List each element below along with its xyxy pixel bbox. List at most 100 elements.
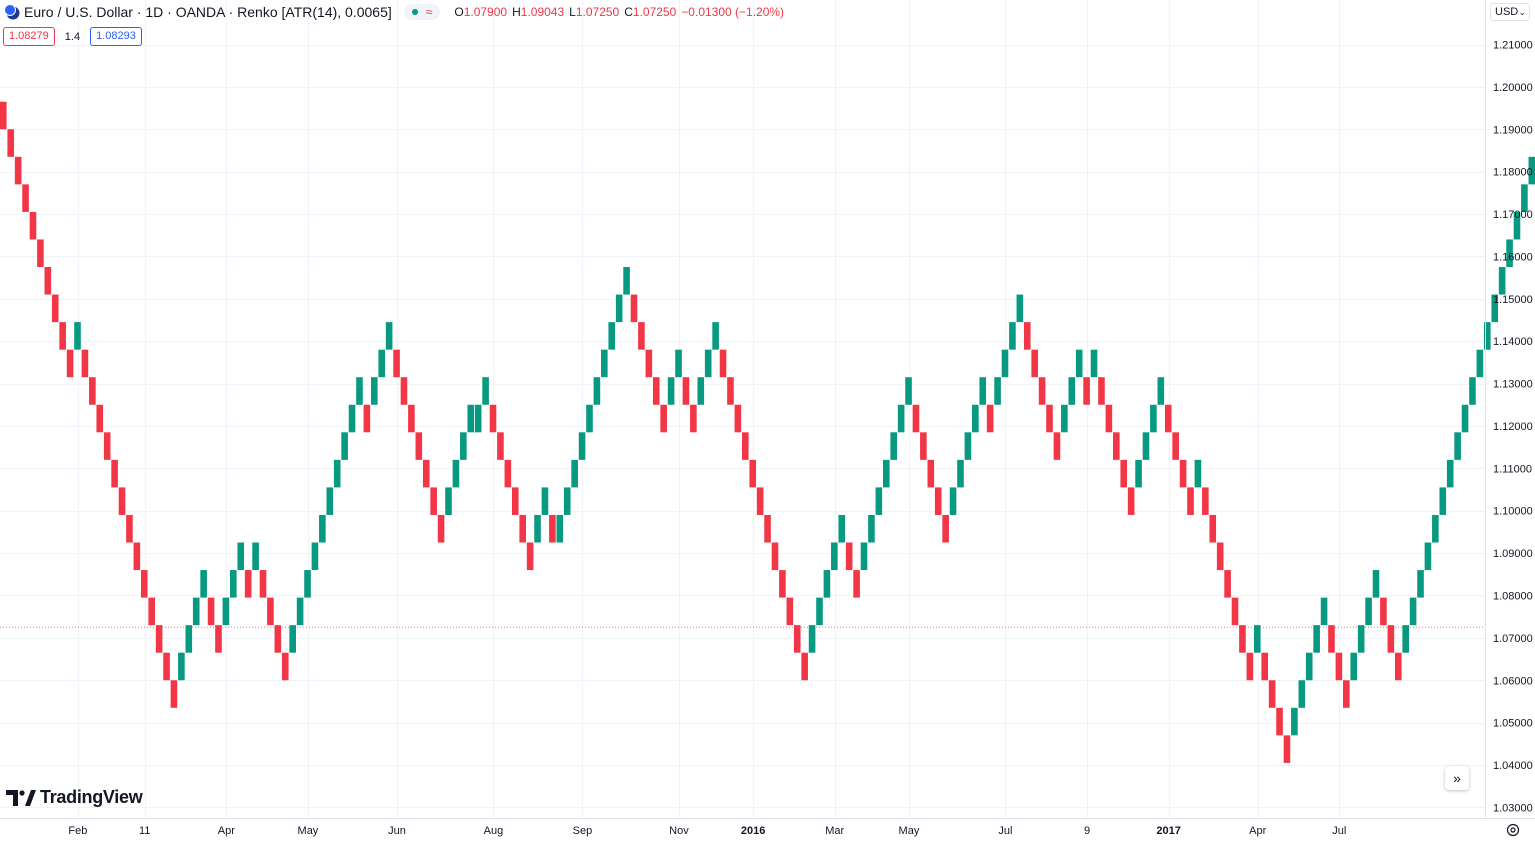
renko-brick-up [875, 487, 883, 515]
renko-brick-up [831, 542, 838, 571]
renko-brick-up [623, 267, 630, 295]
renko-brick-down [96, 404, 104, 433]
market-open-dot-icon [411, 9, 418, 15]
chart-legend: Euro / U.S. Dollar · 1D · OANDA · Renko … [4, 2, 784, 22]
renko-brick-up [1417, 570, 1424, 598]
renko-brick-down [1127, 487, 1135, 515]
renko-brick-down [690, 404, 697, 433]
renko-brick-down [645, 349, 653, 378]
price-tick-label: 1.07000 [1493, 633, 1533, 645]
buy-price-button[interactable]: 1.08293 [90, 27, 142, 46]
scroll-to-realtime-button[interactable]: » [1445, 766, 1469, 790]
renko-brick-down [1187, 487, 1194, 515]
renko-brick-down [393, 349, 400, 378]
renko-brick-up [808, 625, 816, 653]
renko-brick-down [1246, 652, 1254, 681]
time-tick-label: Jun [388, 825, 406, 837]
sell-price-button[interactable]: 1.08279 [3, 27, 55, 46]
renko-brick-up [482, 377, 489, 405]
renko-brick-up [1298, 680, 1306, 708]
price-tick-label: 1.03000 [1493, 802, 1533, 814]
renko-brick-up [311, 542, 319, 571]
renko-brick-down [103, 432, 111, 460]
renko-brick-up [452, 459, 460, 488]
renko-brick-up [1484, 322, 1491, 350]
renko-brick-up [860, 542, 868, 571]
renko-brick-up [1150, 404, 1157, 433]
price-tick-label: 1.17000 [1493, 209, 1533, 221]
renko-brick-down [719, 349, 727, 378]
currency-flag-icon [4, 4, 20, 20]
market-status[interactable]: ≈ [403, 4, 441, 20]
time-tick-label: May [899, 825, 920, 837]
renko-brick-up [697, 377, 705, 405]
renko-brick-up [1365, 597, 1372, 626]
chevron-down-icon: ⌄ [1518, 6, 1526, 17]
renko-brick-up [1491, 294, 1499, 323]
renko-brick-up [1320, 597, 1328, 626]
time-tick-label: Jul [998, 825, 1012, 837]
chart-settings-icon[interactable] [1505, 822, 1521, 838]
renko-brick-up [897, 404, 905, 433]
renko-brick-up [385, 322, 393, 350]
renko-brick-up [1424, 542, 1432, 571]
renko-brick-down [1031, 349, 1038, 378]
grid-lines [0, 0, 1485, 818]
renko-brick-up [541, 487, 549, 515]
renko-brick-down [1083, 377, 1090, 405]
renko-brick-up [1016, 294, 1024, 323]
renko-brick-up [957, 459, 964, 488]
renko-brick-up [1061, 404, 1068, 433]
ohlc-values: O1.07900 H1.09043 L1.07250 C1.07250 −0.0… [454, 5, 784, 19]
renko-brick-down [727, 377, 734, 405]
renko-brick-down [912, 404, 920, 433]
renko-brick-up [601, 349, 608, 378]
renko-brick-down [1343, 680, 1350, 708]
renko-brick-up [341, 432, 348, 460]
renko-brick-down [1105, 404, 1113, 433]
renko-brick-down [801, 652, 808, 681]
price-tick-label: 1.09000 [1493, 548, 1533, 560]
renko-brick-down [771, 542, 779, 571]
renko-brick-up [178, 652, 185, 681]
renko-brick-up [1528, 156, 1535, 185]
renko-brick-down [0, 101, 7, 130]
renko-brick-down [267, 597, 274, 626]
price-axis[interactable]: 1.21000 1.20000 1.19000 1.18000 1.17000 1.160… [1493, 40, 1533, 815]
renko-brick-up [1506, 239, 1513, 268]
price-tick-label: 1.05000 [1493, 718, 1533, 730]
renko-brick-down [1276, 707, 1283, 736]
renko-brick-down [1038, 377, 1046, 405]
renko-brick-down [259, 570, 267, 598]
symbol-title[interactable]: Euro / U.S. Dollar · 1D · OANDA · Renko … [24, 4, 392, 20]
renko-brick-up [1305, 652, 1313, 681]
renko-brick-up [252, 542, 259, 571]
renko-brick-down [1172, 432, 1179, 460]
renko-brick-up [333, 459, 341, 488]
renko-brick-up [348, 404, 356, 433]
time-axis[interactable]: Feb 11 Apr May Jun Aug Sep Nov 2016 Mar May Jul 9 201… [68, 825, 1346, 837]
price-tick-label: 1.14000 [1493, 336, 1533, 348]
renko-brick-up [319, 514, 326, 543]
double-chevron-right-icon: » [1453, 770, 1461, 786]
renko-brick-down [126, 514, 133, 543]
renko-brick-up [192, 597, 200, 626]
renko-brick-down [81, 349, 89, 378]
renko-brick-down [779, 570, 786, 598]
currency-select[interactable]: USD ⌄ [1490, 3, 1530, 21]
renko-brick-down [1335, 652, 1343, 681]
time-tick-label: Feb [68, 825, 87, 837]
renko-brick-down [1261, 652, 1268, 681]
renko-brick-down [660, 404, 667, 433]
tradingview-logo[interactable]: TradingView [6, 787, 143, 808]
renko-brick-up [1194, 459, 1202, 488]
time-tick-label: 2016 [741, 825, 765, 837]
time-tick-label: Apr [218, 825, 235, 837]
renko-brick-down [430, 487, 437, 515]
approx-icon: ≈ [425, 5, 433, 19]
renko-brick-down [497, 432, 504, 460]
renko-brick-down [549, 514, 556, 543]
renko-brick-up [74, 322, 81, 350]
renko-brick-down [133, 542, 141, 571]
